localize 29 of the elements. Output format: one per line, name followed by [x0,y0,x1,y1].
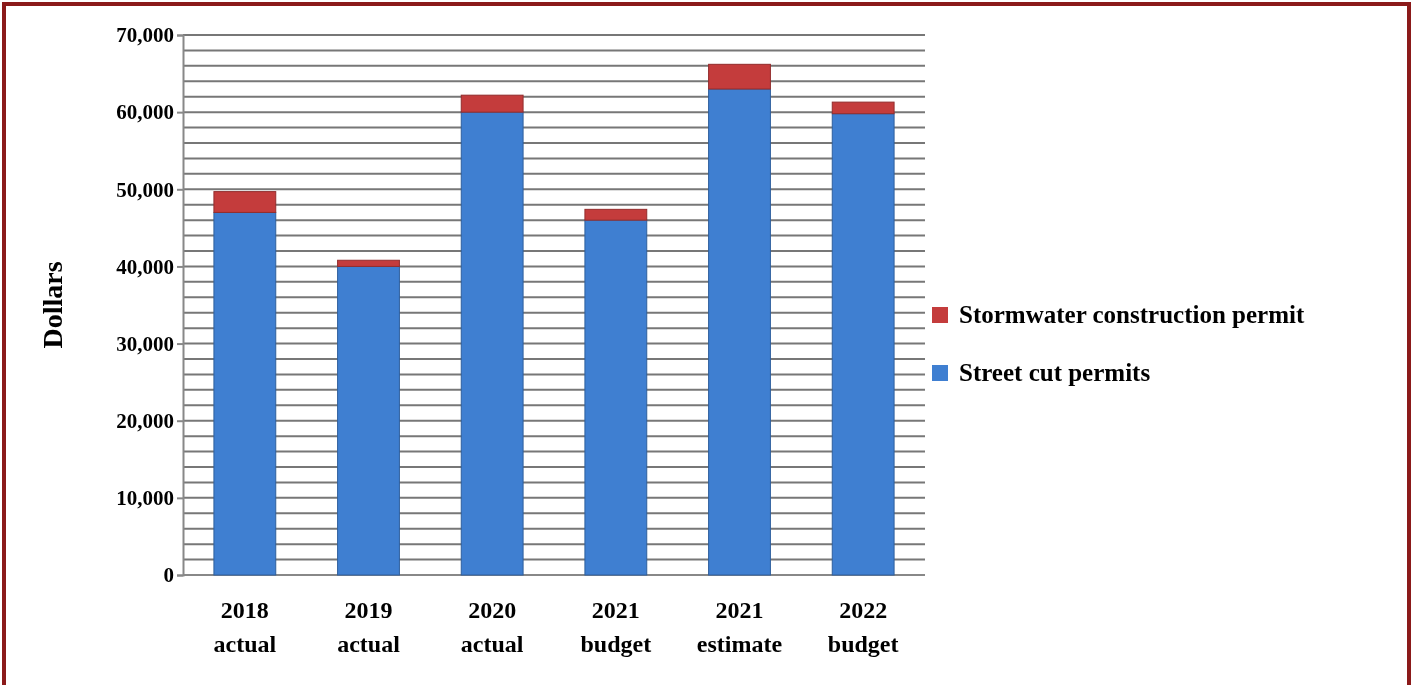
y-tick-label: 0 [163,563,174,588]
y-tick-label: 60,000 [116,100,174,125]
bar [337,265,400,576]
bar [831,101,895,115]
y-tick-label: 30,000 [116,331,174,356]
bar [460,111,524,576]
y-axis-title: Dollars [37,261,68,349]
x-tick-label: 2022 budget [827,597,899,657]
y-tick-label: 20,000 [116,408,174,433]
bar [708,63,771,90]
bar [584,219,648,576]
x-tick-label: 2018 actual [213,597,277,657]
y-tick-label: 40,000 [116,254,174,279]
bar [213,191,277,213]
legend-label: Street cut permits [959,359,1151,386]
x-tick-label: 2020 actual [460,597,524,657]
bar [831,113,895,576]
y-tick-label: 10,000 [116,486,174,511]
y-tick-label: 70,000 [116,23,174,48]
legend-label: Stormwater construction permit [959,301,1305,328]
bar [584,208,648,221]
y-tick-label: 50,000 [116,177,174,202]
x-tick-label: 2021 estimate [696,597,783,657]
bar [337,259,400,267]
bar [213,211,277,576]
bar [460,94,524,113]
bar [708,88,771,576]
x-tick-label: 2021 budget [580,597,652,657]
x-tick-label: 2019 actual [337,597,401,657]
